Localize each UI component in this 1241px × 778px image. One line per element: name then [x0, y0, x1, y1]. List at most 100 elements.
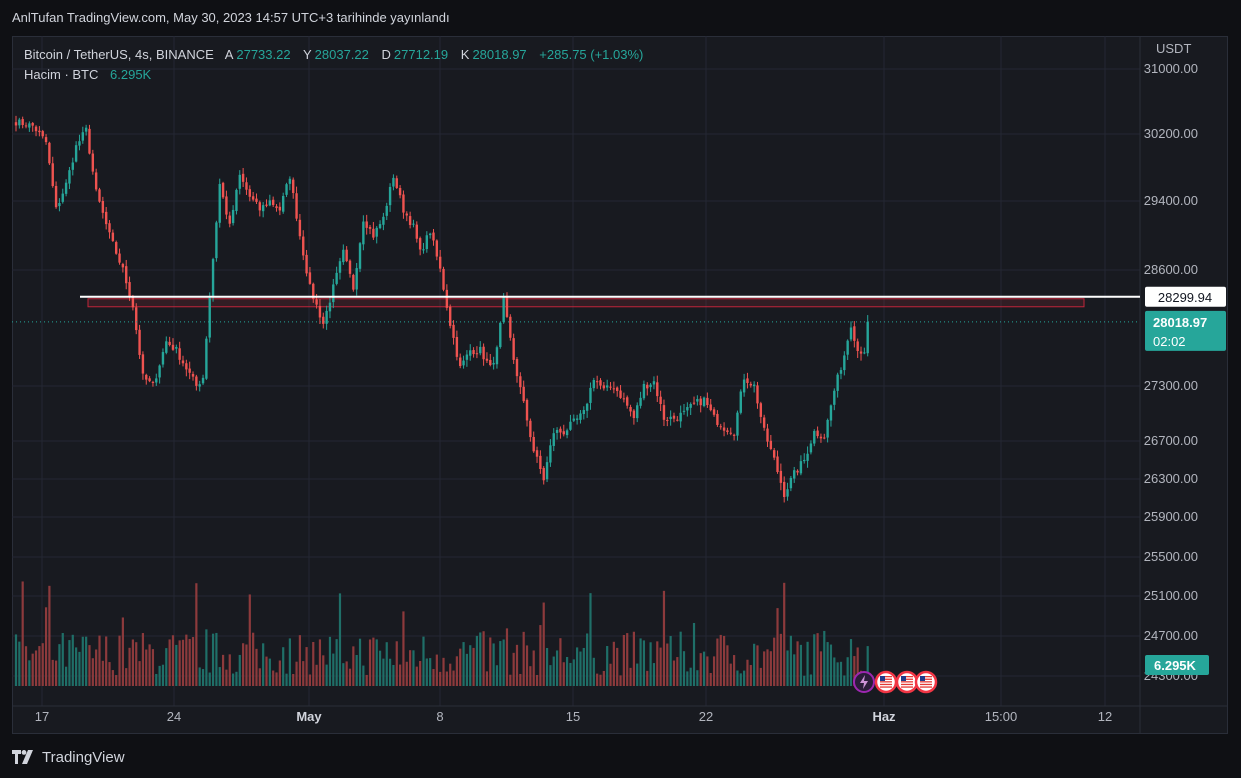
volume-bar	[576, 647, 579, 686]
legend-ohlc-row: Bitcoin / TetherUS, 4s, BINANCE A 27733.2…	[24, 45, 643, 65]
price-tick-label: 25100.00	[1144, 588, 1198, 603]
candle-body	[288, 178, 292, 184]
volume-bar	[425, 658, 428, 686]
volume-bar	[712, 656, 716, 686]
candle-body	[258, 202, 262, 211]
candle-body	[582, 410, 585, 415]
volume-bar	[272, 670, 275, 686]
candle-body	[706, 397, 709, 406]
candle-body	[34, 126, 38, 132]
candle-body	[449, 306, 452, 326]
candle-body	[241, 173, 245, 182]
candle-body	[388, 186, 392, 206]
candle-body	[432, 232, 435, 241]
volume-bar	[322, 655, 325, 686]
time-tick-label: Haz	[872, 709, 896, 724]
volume-bar	[722, 635, 726, 686]
volume-bar	[138, 661, 141, 686]
candle-body	[335, 272, 338, 284]
volume-bar	[853, 656, 856, 686]
candle-body	[221, 182, 225, 198]
tradingview-logo-icon	[12, 750, 36, 764]
candle-body	[48, 142, 51, 164]
us-flag-icon[interactable]	[895, 670, 919, 694]
legend: Bitcoin / TetherUS, 4s, BINANCE A 27733.2…	[24, 45, 643, 85]
volume-bar	[435, 654, 438, 686]
candle-body	[101, 200, 105, 213]
candle-body	[308, 272, 312, 284]
volume-tag	[1145, 655, 1209, 675]
candle-body	[612, 388, 616, 390]
candle-body	[542, 467, 545, 481]
volume-bar	[238, 654, 241, 686]
lightning-icon[interactable]	[853, 671, 875, 693]
volume-bar	[54, 660, 58, 686]
volume-bar	[846, 657, 849, 686]
volume-bar	[826, 642, 829, 686]
volume-bar	[672, 660, 676, 686]
candle-body	[175, 347, 178, 349]
us-flag-icon[interactable]	[874, 670, 898, 694]
volume-bar	[288, 638, 291, 686]
volume-bar	[75, 647, 78, 686]
flag-stripe	[880, 676, 892, 678]
candle-body	[863, 352, 866, 354]
volume-bar	[649, 642, 652, 686]
symbol-name[interactable]: Bitcoin / TetherUS, 4s, BINANCE	[24, 47, 214, 62]
volume-bar	[388, 658, 392, 686]
high-value: 28037.22	[314, 47, 369, 62]
candle-body	[165, 341, 168, 353]
candle-body	[499, 322, 502, 347]
volume-bar	[68, 640, 71, 686]
volume-bar	[692, 622, 696, 686]
flag-stripe	[880, 683, 892, 686]
us-flag-icon[interactable]	[914, 670, 938, 694]
candle-body	[312, 283, 315, 300]
volume-bar	[328, 636, 332, 686]
candle-body	[462, 360, 465, 366]
volume-bar	[726, 645, 729, 686]
candle-body	[21, 119, 24, 125]
volume-bar	[161, 664, 165, 686]
time-tick-label: 12	[1098, 709, 1112, 724]
candle-body	[455, 337, 459, 357]
volume-bars	[14, 581, 869, 686]
volume-bar	[642, 640, 646, 686]
candle-body	[699, 398, 702, 406]
volume-bar	[512, 652, 515, 686]
candle-body	[672, 415, 676, 419]
candle-body	[108, 223, 111, 233]
volume-bar	[736, 670, 739, 686]
volume-label[interactable]: Hacim · BTC	[24, 67, 99, 82]
volume-bar	[71, 634, 74, 686]
volume-bar	[769, 651, 772, 686]
candle-body	[268, 200, 272, 206]
volume-bar	[352, 646, 355, 686]
candle-body	[779, 470, 783, 483]
resistance-zone-box	[87, 298, 1085, 308]
volume-bar	[395, 641, 398, 686]
candle-body	[104, 211, 108, 225]
volume-bar	[686, 671, 689, 686]
candle-body	[626, 397, 629, 406]
brand-name[interactable]: TradingView	[42, 748, 125, 766]
price-tick-label: 31000.00	[1144, 61, 1198, 76]
volume-bar	[151, 649, 155, 686]
flag-stripe	[880, 686, 892, 688]
volume-bar	[716, 638, 719, 686]
volume-bar	[429, 658, 432, 686]
volume-bar	[465, 653, 468, 686]
volume-bar	[586, 633, 589, 686]
price-chart[interactable]: 31000.00 30200.00 29400.00 28600.00 27300.00…	[12, 36, 1228, 734]
candle-body	[716, 413, 719, 425]
candle-body	[54, 185, 58, 208]
candle-body	[128, 282, 131, 297]
volume-bar	[602, 670, 605, 686]
volume-bar	[188, 638, 191, 686]
candle-body	[656, 382, 659, 397]
volume-bar	[302, 661, 305, 686]
volume-bar	[796, 641, 799, 686]
volume-bar	[776, 608, 779, 686]
volume-bar	[479, 632, 482, 686]
volume-bar	[542, 602, 545, 686]
